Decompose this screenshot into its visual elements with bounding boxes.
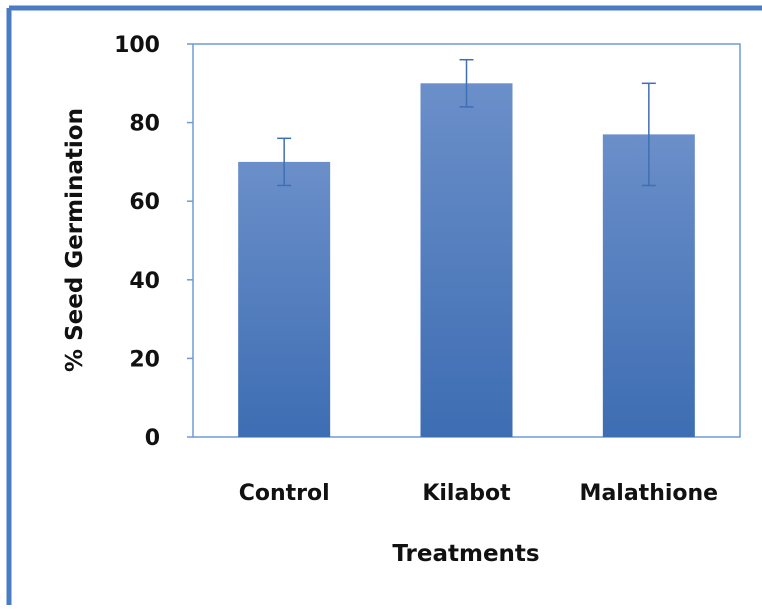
y-axis-label: % Seed Germination (62, 108, 88, 372)
error-bar-control (277, 137, 292, 187)
bar-kilabot (420, 83, 513, 438)
error-bars-group (277, 58, 656, 187)
bar-control (238, 161, 331, 437)
y-tick-label: 100 (114, 33, 160, 58)
y-tick-label: 40 (129, 269, 160, 294)
x-tick-label-control: Control (239, 481, 330, 506)
y-axis-ticks: 0 20 40 60 80 100 (114, 33, 193, 451)
y-tick-label: 20 (129, 347, 160, 372)
error-bar-kilabot (459, 58, 474, 108)
bars-group (238, 83, 695, 438)
x-axis-label: Treatments (392, 541, 539, 567)
x-tick-label-kilabot: Kilabot (422, 481, 511, 506)
x-tick-label-malathione: Malathione (580, 481, 719, 506)
error-bar-malathione (641, 82, 656, 187)
y-tick-label: 60 (129, 190, 160, 215)
y-tick-label: 0 (145, 426, 160, 451)
y-tick-label: 80 (129, 112, 160, 137)
x-axis-ticks: Control Kilabot Malathione (239, 481, 718, 506)
